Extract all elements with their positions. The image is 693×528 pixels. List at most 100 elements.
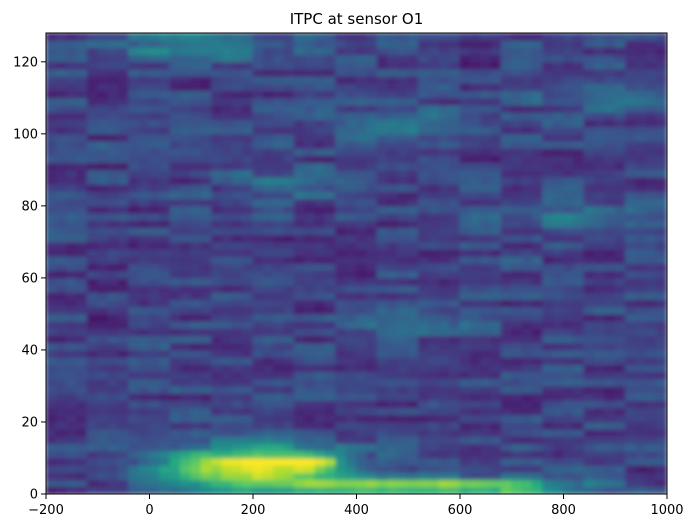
heatmap-cell bbox=[563, 450, 575, 459]
heatmap-cell bbox=[521, 54, 533, 63]
heatmap-cell bbox=[190, 399, 202, 409]
heatmap-cell bbox=[86, 219, 99, 228]
heatmap-cell bbox=[324, 342, 337, 351]
heatmap-cell bbox=[138, 33, 150, 41]
heatmap-cell bbox=[594, 190, 606, 200]
heatmap-cell bbox=[480, 392, 492, 401]
heatmap-cell bbox=[366, 248, 378, 257]
heatmap-cell bbox=[345, 190, 357, 200]
heatmap-cell bbox=[293, 212, 306, 221]
heatmap-cell bbox=[149, 90, 161, 99]
heatmap-cell bbox=[552, 133, 564, 142]
heatmap-cell bbox=[552, 46, 564, 56]
heatmap-cell bbox=[490, 46, 502, 56]
heatmap-cell bbox=[387, 46, 399, 56]
heatmap-cell bbox=[594, 435, 606, 445]
heatmap-cell bbox=[604, 90, 616, 99]
heatmap-cell bbox=[262, 39, 275, 48]
heatmap-cell bbox=[500, 378, 513, 387]
heatmap-cell bbox=[604, 46, 616, 56]
heatmap-cell bbox=[376, 443, 389, 452]
heatmap-cell bbox=[449, 118, 461, 128]
heatmap-cell bbox=[293, 126, 306, 135]
heatmap-cell bbox=[345, 154, 357, 164]
heatmap-cell bbox=[66, 61, 78, 70]
heatmap-cell bbox=[376, 327, 389, 337]
heatmap-cell bbox=[531, 248, 544, 257]
heatmap-cell bbox=[221, 82, 233, 92]
heatmap-cell bbox=[552, 241, 564, 250]
heatmap-cell bbox=[376, 255, 389, 264]
heatmap-cell bbox=[221, 61, 233, 70]
heatmap-cell bbox=[128, 226, 140, 236]
heatmap-cell bbox=[490, 82, 502, 92]
heatmap-cell bbox=[645, 306, 658, 315]
heatmap-cell bbox=[573, 162, 585, 171]
heatmap-cell bbox=[180, 183, 192, 192]
heatmap-cell bbox=[314, 154, 326, 164]
heatmap-cell bbox=[86, 68, 99, 77]
heatmap-cell bbox=[511, 54, 523, 63]
heatmap-cell bbox=[231, 68, 244, 77]
heatmap-cell bbox=[55, 486, 68, 494]
heatmap-cell bbox=[55, 371, 68, 380]
heatmap-cell bbox=[231, 385, 244, 394]
heatmap-cell bbox=[397, 479, 409, 488]
heatmap-cell bbox=[345, 335, 357, 344]
heatmap-cell bbox=[366, 277, 378, 286]
heatmap-cell bbox=[521, 126, 533, 135]
heatmap-cell bbox=[490, 284, 502, 293]
heatmap-cell bbox=[117, 46, 130, 56]
heatmap-cell bbox=[262, 299, 275, 308]
heatmap-cell bbox=[552, 320, 564, 329]
heatmap-cell bbox=[231, 190, 244, 200]
heatmap-cell bbox=[314, 450, 326, 459]
heatmap-cell bbox=[511, 255, 523, 264]
heatmap-cell bbox=[117, 471, 130, 481]
heatmap-cell bbox=[469, 39, 482, 48]
heatmap-cell bbox=[200, 205, 213, 214]
heatmap-cell bbox=[293, 61, 306, 70]
heatmap-cell bbox=[625, 126, 637, 135]
heatmap-cell bbox=[531, 212, 544, 221]
x-tick-label: 800 bbox=[551, 503, 576, 518]
heatmap-cell bbox=[490, 90, 502, 99]
heatmap-cell bbox=[46, 68, 57, 77]
heatmap-cell bbox=[594, 263, 606, 272]
heatmap-cell bbox=[66, 169, 78, 178]
heatmap-cell bbox=[583, 342, 596, 351]
heatmap-cell bbox=[211, 126, 223, 135]
heatmap-cell bbox=[387, 33, 399, 41]
heatmap-cell bbox=[66, 284, 78, 293]
heatmap-cell bbox=[117, 39, 130, 48]
heatmap-cell bbox=[521, 205, 533, 214]
heatmap-cell bbox=[66, 263, 78, 272]
heatmap-cell bbox=[159, 39, 171, 48]
heatmap-cell bbox=[190, 190, 202, 200]
heatmap-cell bbox=[500, 291, 513, 301]
heatmap-cell bbox=[211, 385, 223, 394]
heatmap-cell bbox=[169, 118, 182, 128]
heatmap-cell bbox=[604, 320, 616, 329]
heatmap-cell bbox=[438, 248, 451, 257]
heatmap-cell bbox=[459, 68, 471, 77]
heatmap-cell bbox=[594, 270, 606, 279]
heatmap-cell bbox=[552, 248, 564, 257]
heatmap-cell bbox=[387, 399, 399, 409]
heatmap-cell bbox=[366, 97, 378, 106]
heatmap-cell bbox=[46, 277, 57, 286]
heatmap-cell bbox=[635, 162, 647, 171]
heatmap-cell bbox=[604, 471, 616, 481]
heatmap-cell bbox=[97, 176, 109, 185]
heatmap-cell bbox=[221, 140, 233, 149]
heatmap-cell bbox=[97, 68, 109, 77]
heatmap-cell bbox=[335, 133, 347, 142]
heatmap-cell bbox=[345, 226, 357, 236]
heatmap-cell bbox=[428, 327, 440, 337]
heatmap-cell bbox=[149, 39, 161, 48]
heatmap-cell bbox=[614, 443, 627, 452]
heatmap-cell bbox=[428, 263, 440, 272]
heatmap-cell bbox=[407, 356, 420, 365]
heatmap-cell bbox=[159, 54, 171, 63]
heatmap-cell bbox=[76, 90, 88, 99]
